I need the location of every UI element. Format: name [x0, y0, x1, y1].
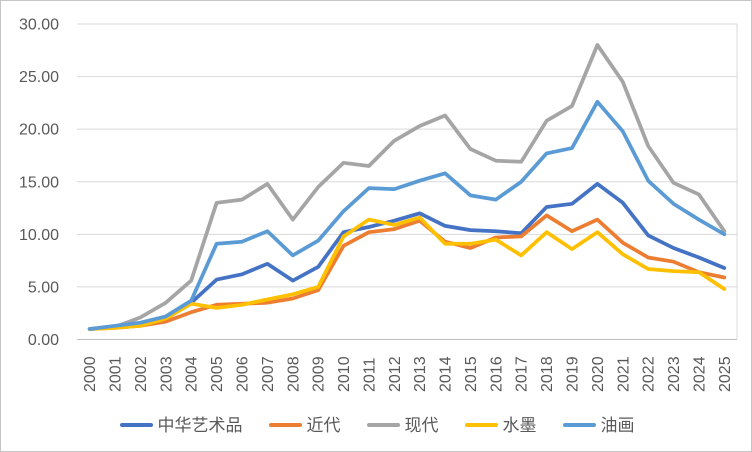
legend-swatch-modern-era — [268, 423, 302, 427]
x-tick-label: 2022 — [641, 356, 658, 392]
x-tick-label: 2008 — [285, 356, 302, 392]
legend-swatch-oil-painting — [562, 423, 596, 427]
x-tick-label: 2017 — [514, 356, 531, 392]
y-tick-label: 5.00 — [28, 279, 59, 296]
x-tick-label: 2025 — [717, 356, 734, 392]
y-tick-label: 25.00 — [19, 69, 59, 86]
gridlines — [77, 23, 738, 340]
x-tick-label: 2013 — [412, 356, 429, 392]
x-tick-label: 2005 — [209, 356, 226, 392]
y-tick-label: 0.00 — [28, 332, 59, 349]
series-line-modern-era — [87, 213, 727, 331]
x-tick-label: 2014 — [438, 356, 455, 392]
x-tick-label: 2001 — [108, 356, 125, 392]
x-tick-label: 2023 — [666, 356, 683, 392]
x-tick-label: 2018 — [539, 356, 556, 392]
x-tick-label: 2024 — [691, 356, 708, 392]
x-tick-label: 2021 — [615, 356, 632, 392]
legend-label-contemporary: 现代 — [404, 415, 439, 435]
x-tick-label: 2010 — [336, 356, 353, 392]
legend-item-contemporary: 现代 — [366, 415, 439, 435]
series-line-ink-wash — [87, 215, 727, 331]
x-tick-label: 2007 — [260, 356, 277, 392]
legend-swatch-chinese-art — [119, 423, 153, 427]
legend-item-chinese-art: 中华艺术品 — [119, 415, 243, 435]
legend: 中华艺术品 近代 现代 水墨 油画 — [1, 407, 751, 443]
y-tick-label: 20.00 — [19, 122, 59, 139]
x-tick-label: 2002 — [133, 356, 150, 392]
legend-item-ink-wash: 水墨 — [464, 415, 537, 435]
legend-item-oil-painting: 油画 — [562, 415, 635, 435]
x-tick-label: 2020 — [590, 356, 607, 392]
x-tick-label: 2000 — [82, 356, 99, 392]
x-tick-label: 2009 — [311, 356, 328, 392]
x-tick-label: 2003 — [158, 356, 175, 392]
series-line-oil-painting — [87, 99, 727, 331]
x-tick-label: 2006 — [235, 356, 252, 392]
series-lines — [87, 43, 727, 331]
legend-swatch-ink-wash — [464, 423, 498, 427]
legend-label-ink-wash: 水墨 — [502, 415, 537, 435]
x-axis-labels: 2000 2001 2002 2003 2004 2005 2006 2007 2008 2009… — [82, 356, 734, 392]
legend-label-chinese-art: 中华艺术品 — [157, 415, 243, 435]
x-tick-label: 2012 — [387, 356, 404, 392]
legend-label-modern-era: 近代 — [306, 415, 341, 435]
legend-swatch-contemporary — [366, 423, 400, 427]
series-line-contemporary — [87, 43, 727, 331]
y-tick-label: 10.00 — [19, 227, 59, 244]
legend-label-oil-painting: 油画 — [600, 415, 635, 435]
legend-item-modern-era: 近代 — [268, 415, 341, 435]
x-tick-label: 2015 — [463, 356, 480, 392]
y-tick-label: 30.00 — [19, 17, 59, 34]
x-tick-label: 2004 — [184, 356, 201, 392]
x-tick-label: 2011 — [361, 357, 378, 392]
x-tick-label: 2019 — [565, 356, 582, 392]
y-axis-labels: 0.00 5.00 10.00 15.00 20.00 25.00 30.00 — [19, 17, 59, 350]
y-tick-label: 15.00 — [19, 174, 59, 191]
series-line-chinese-art — [87, 182, 727, 331]
x-tick-label: 2016 — [488, 356, 505, 392]
